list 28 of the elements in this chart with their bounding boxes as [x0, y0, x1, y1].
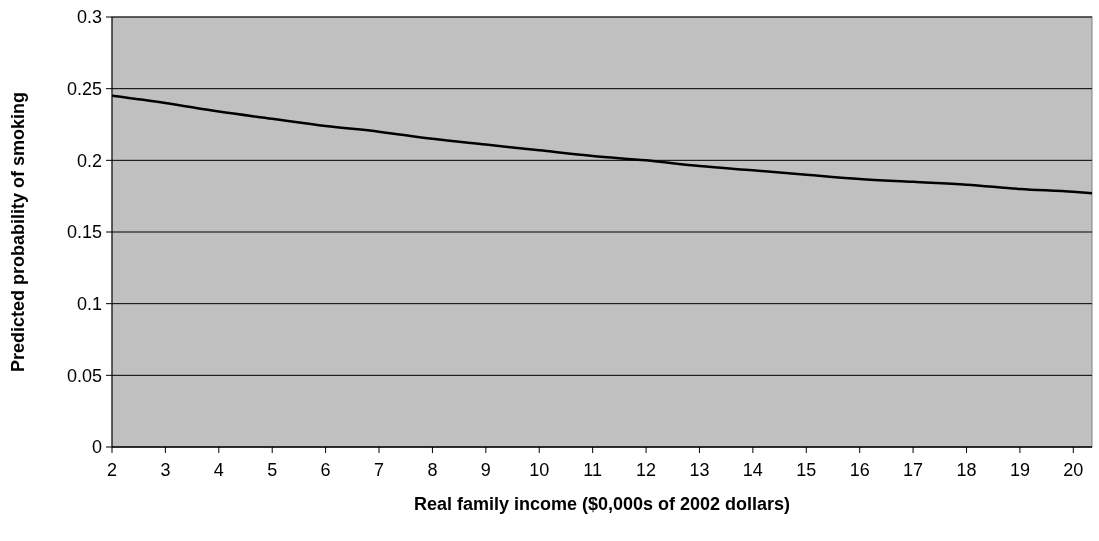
x-tick-label: 16 — [849, 460, 870, 480]
x-tick-label: 18 — [956, 460, 977, 480]
x-tick-label: 4 — [213, 460, 224, 480]
x-tick-label: 19 — [1009, 460, 1030, 480]
x-tick-label: 8 — [427, 460, 438, 480]
x-axis-title: Real family income ($0,000s of 2002 dollars) — [413, 494, 791, 514]
x-tick-label: 13 — [689, 460, 710, 480]
y-tick-label: 0.05 — [66, 365, 102, 386]
x-tick-label: 12 — [636, 460, 657, 480]
x-tick-label: 14 — [742, 460, 763, 480]
x-tick-label: 7 — [374, 460, 385, 480]
x-tick-label: 9 — [480, 460, 491, 480]
y-axis-title: Predicted probability of smoking — [8, 91, 28, 373]
x-tick-label: 10 — [529, 460, 550, 480]
x-tick-label: 17 — [903, 460, 924, 480]
y-tick-label: 0.25 — [66, 78, 102, 99]
x-tick-label: 3 — [160, 460, 171, 480]
y-tick-label: 0.15 — [66, 222, 102, 243]
y-tick-label: 0 — [91, 437, 102, 458]
y-tick-label: 0.1 — [76, 293, 102, 314]
x-tick-label: 11 — [583, 460, 602, 480]
x-tick-label: 20 — [1063, 460, 1084, 480]
y-tick-label: 0.3 — [76, 7, 102, 28]
x-tick-label: 6 — [320, 460, 331, 480]
x-tick-label: 5 — [267, 460, 278, 480]
y-tick-label: 0.2 — [76, 150, 102, 171]
x-tick-label: 15 — [796, 460, 817, 480]
x-tick-label: 2 — [106, 460, 118, 480]
